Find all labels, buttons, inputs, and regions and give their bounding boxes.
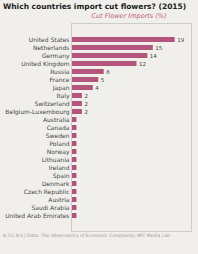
- svg-text:France: France: [50, 76, 70, 83]
- html-text:A.T.C.A.S | Data: The Observat: A.T.C.A.S | Data: The Observatory of Eco…: [3, 232, 170, 238]
- svg-text:Austria: Austria: [48, 196, 70, 203]
- svg-text:Poland: Poland: [49, 140, 69, 147]
- svg-text:2: 2: [84, 101, 88, 107]
- svg-text:Netherlands: Netherlands: [33, 44, 70, 51]
- svg-text:6: 6: [106, 69, 110, 75]
- svg-text:Lithuania: Lithuania: [42, 156, 70, 163]
- svg-text:15: 15: [155, 45, 162, 51]
- svg-text:Italy: Italy: [56, 92, 69, 100]
- svg-text:12: 12: [139, 61, 146, 67]
- svg-text:Denmark: Denmark: [42, 180, 70, 187]
- svg-text:Canada: Canada: [47, 124, 70, 131]
- svg-text:Australia: Australia: [43, 116, 70, 123]
- svg-text:4: 4: [95, 85, 99, 91]
- svg-text:Belgium-Luxembourg: Belgium-Luxembourg: [5, 108, 69, 116]
- svg-text:19: 19: [177, 37, 184, 43]
- html-text:Cut Flower Imports (%): Cut Flower Imports (%): [91, 12, 167, 20]
- svg-text:Norway: Norway: [47, 148, 70, 156]
- svg-text:Saudi Arabia: Saudi Arabia: [31, 204, 69, 211]
- svg-text:Spain: Spain: [53, 172, 70, 180]
- svg-text:Switzerland: Switzerland: [35, 100, 70, 107]
- svg-text:2: 2: [84, 93, 88, 99]
- svg-text:United Kingdom: United Kingdom: [21, 60, 69, 68]
- svg-text:Russia: Russia: [50, 68, 70, 75]
- svg-text:5: 5: [101, 77, 105, 83]
- svg-text:Ireland: Ireland: [49, 164, 70, 171]
- svg-text:Germany: Germany: [42, 52, 70, 60]
- svg-text:2: 2: [84, 109, 88, 115]
- svg-text:United States: United States: [29, 36, 70, 43]
- html-text:Which countries import cut flo: Which countries import cut flowers? (201…: [3, 2, 187, 11]
- svg-text:Japan: Japan: [52, 84, 70, 92]
- svg-text:14: 14: [150, 53, 157, 59]
- svg-text:Czech Republic: Czech Republic: [24, 188, 70, 196]
- svg-text:United Arab Emirates: United Arab Emirates: [5, 212, 69, 219]
- svg-text:Sweden: Sweden: [46, 132, 70, 139]
